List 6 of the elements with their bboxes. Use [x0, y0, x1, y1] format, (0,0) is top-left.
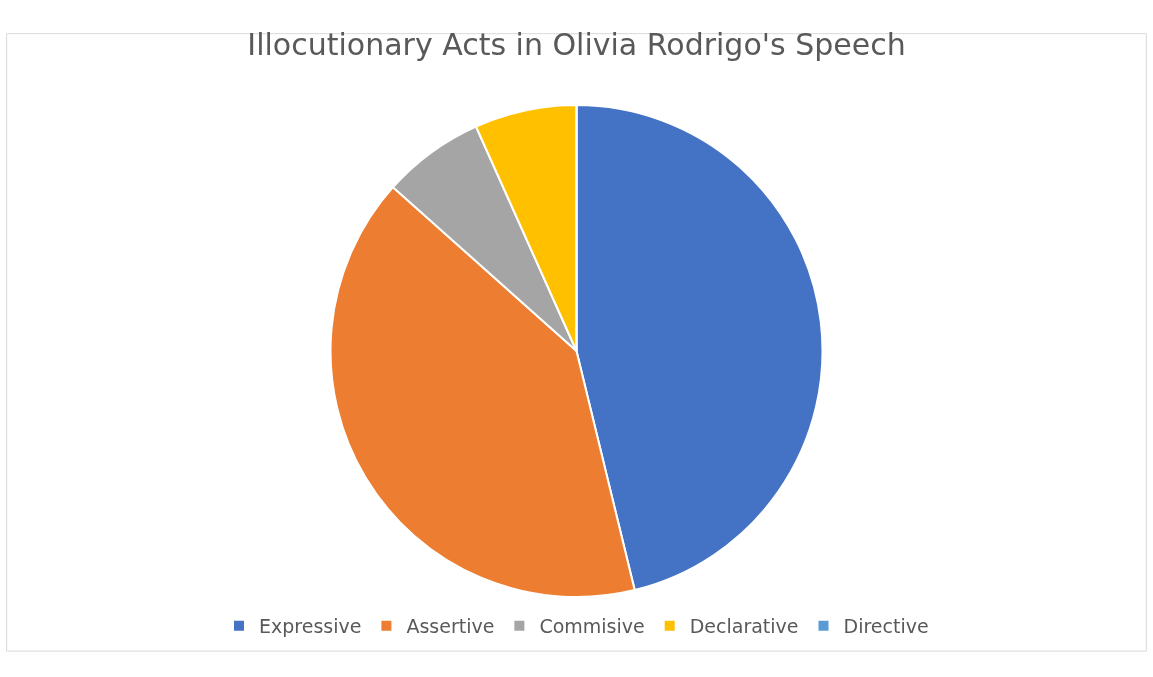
legend-label: Declarative	[689, 615, 799, 638]
legend-label: Commisive	[539, 615, 645, 638]
legend-label: Assertive	[406, 615, 495, 638]
legend-label: Directive	[843, 615, 929, 638]
chart-title: Illocutionary Acts in Olivia Rodrigo's Speech	[247, 26, 906, 62]
legend-label: Expressive	[259, 615, 362, 638]
